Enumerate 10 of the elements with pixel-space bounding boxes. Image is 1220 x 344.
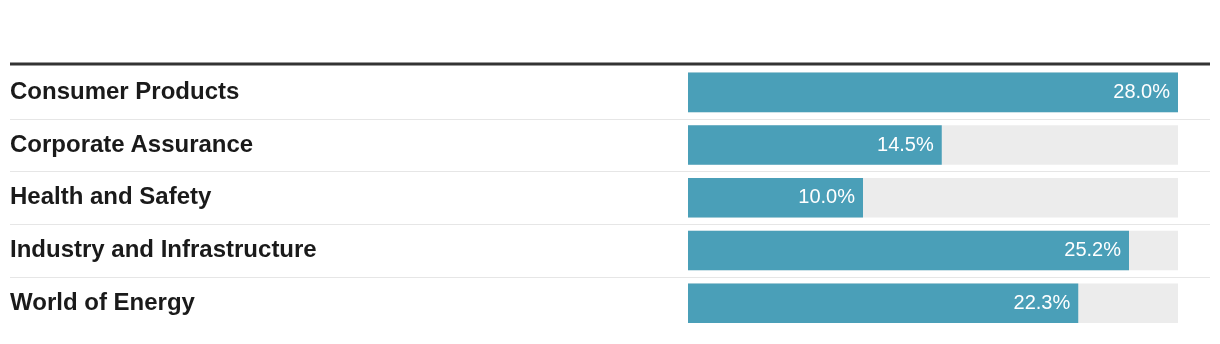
y-tick-label: Industry and Infrastructure [10,235,317,263]
y-tick-label: Corporate Assurance [10,129,254,157]
data-label: 14.5% [877,132,934,155]
data-label: 28.0% [1113,79,1171,102]
y-tick-label: Health and Safety [10,182,213,210]
data-label: 25.2% [1064,238,1122,261]
data-label: 10.0% [798,185,856,208]
y-tick-label: World of Energy [10,287,196,315]
y-tick-label: Consumer Products [10,76,240,104]
data-label: 22.3% [1013,290,1071,313]
